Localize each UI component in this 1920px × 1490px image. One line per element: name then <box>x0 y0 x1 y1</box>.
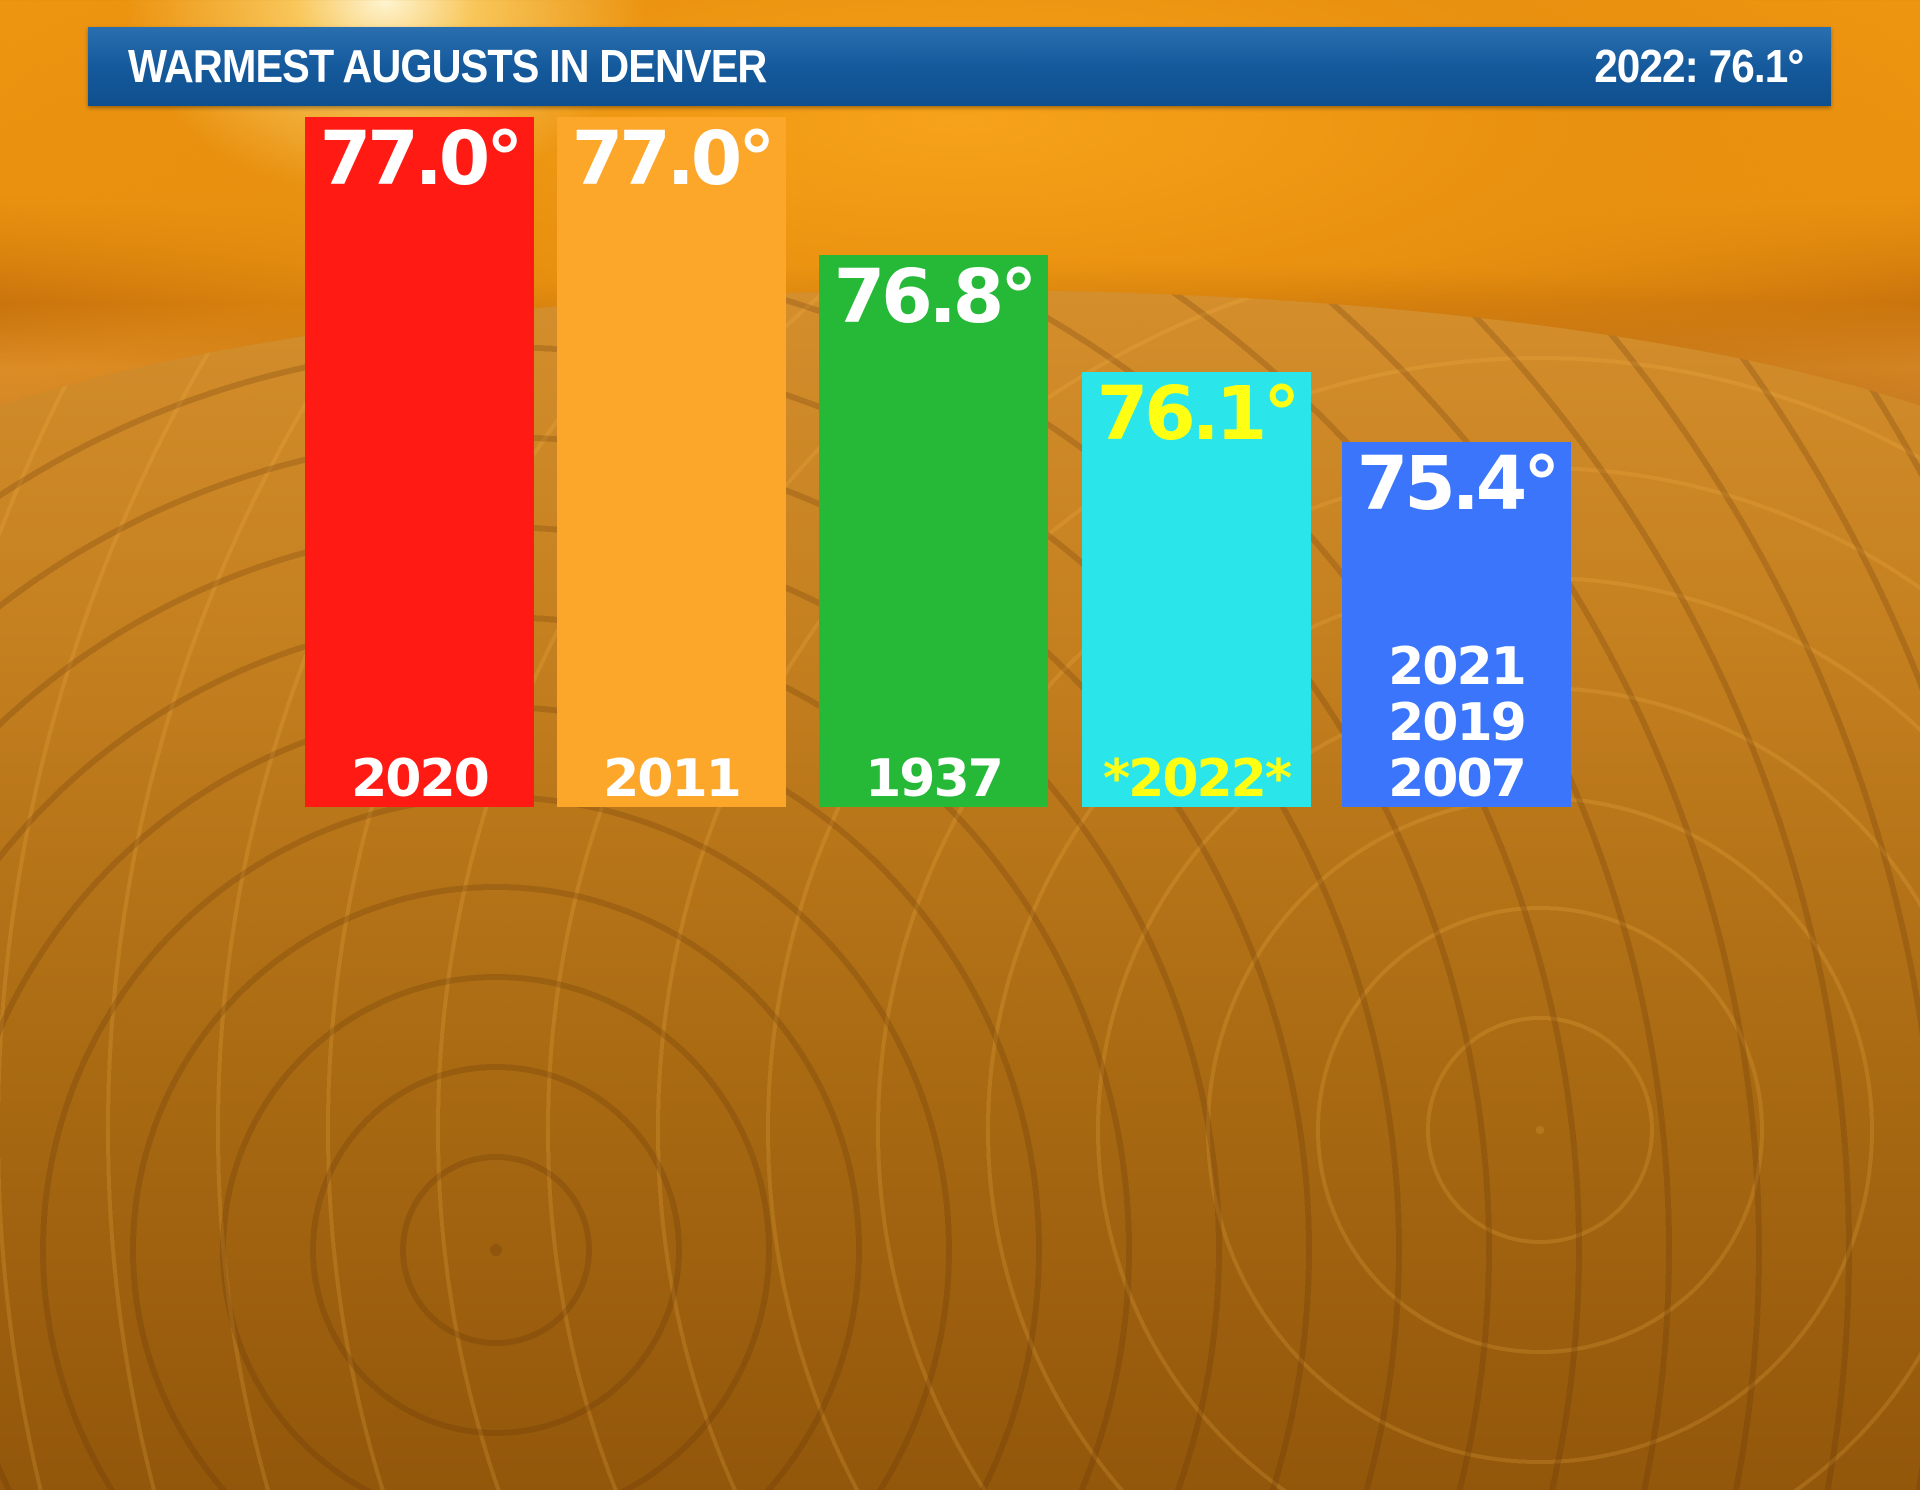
bar-value-label: 76.1° <box>1096 371 1301 457</box>
bar-year-labels: *2022* <box>1082 751 1311 807</box>
bar-3: 76.1° *2022* <box>1082 372 1311 807</box>
bar-year: 2019 <box>1388 693 1527 753</box>
bar-value-label: 77.0° <box>571 116 776 202</box>
bar-year-labels: 2021 2019 2007 <box>1342 639 1571 807</box>
bar-1: 77.0° 2011 <box>557 117 786 807</box>
bar-value-label: 76.8° <box>833 254 1038 340</box>
bar-year-labels: 2011 <box>557 751 786 807</box>
bar-value-label: 77.0° <box>319 116 524 202</box>
current-year-stat: 2022: 76.1° <box>1593 40 1804 92</box>
bar-value-label: 75.4° <box>1356 441 1561 527</box>
bar-year-labels: 2020 <box>305 751 534 807</box>
bar-year: 2020 <box>351 749 490 809</box>
chart-title: WARMEST AUGUSTS IN DENVER <box>128 40 767 92</box>
bar-4: 75.4° 2021 2019 2007 <box>1342 442 1571 807</box>
bar-2: 76.8° 1937 <box>819 255 1048 807</box>
title-banner: WARMEST AUGUSTS IN DENVER 2022: 76.1° <box>88 27 1831 106</box>
bar-year: 2007 <box>1388 749 1527 809</box>
bar-year: 2021 <box>1388 637 1527 697</box>
bar-year: 1937 <box>865 749 1004 809</box>
bar-0: 77.0° 2020 <box>305 117 534 807</box>
bar-year-labels: 1937 <box>819 751 1048 807</box>
bar-year: *2022* <box>1102 749 1292 809</box>
bar-year: 2011 <box>603 749 742 809</box>
